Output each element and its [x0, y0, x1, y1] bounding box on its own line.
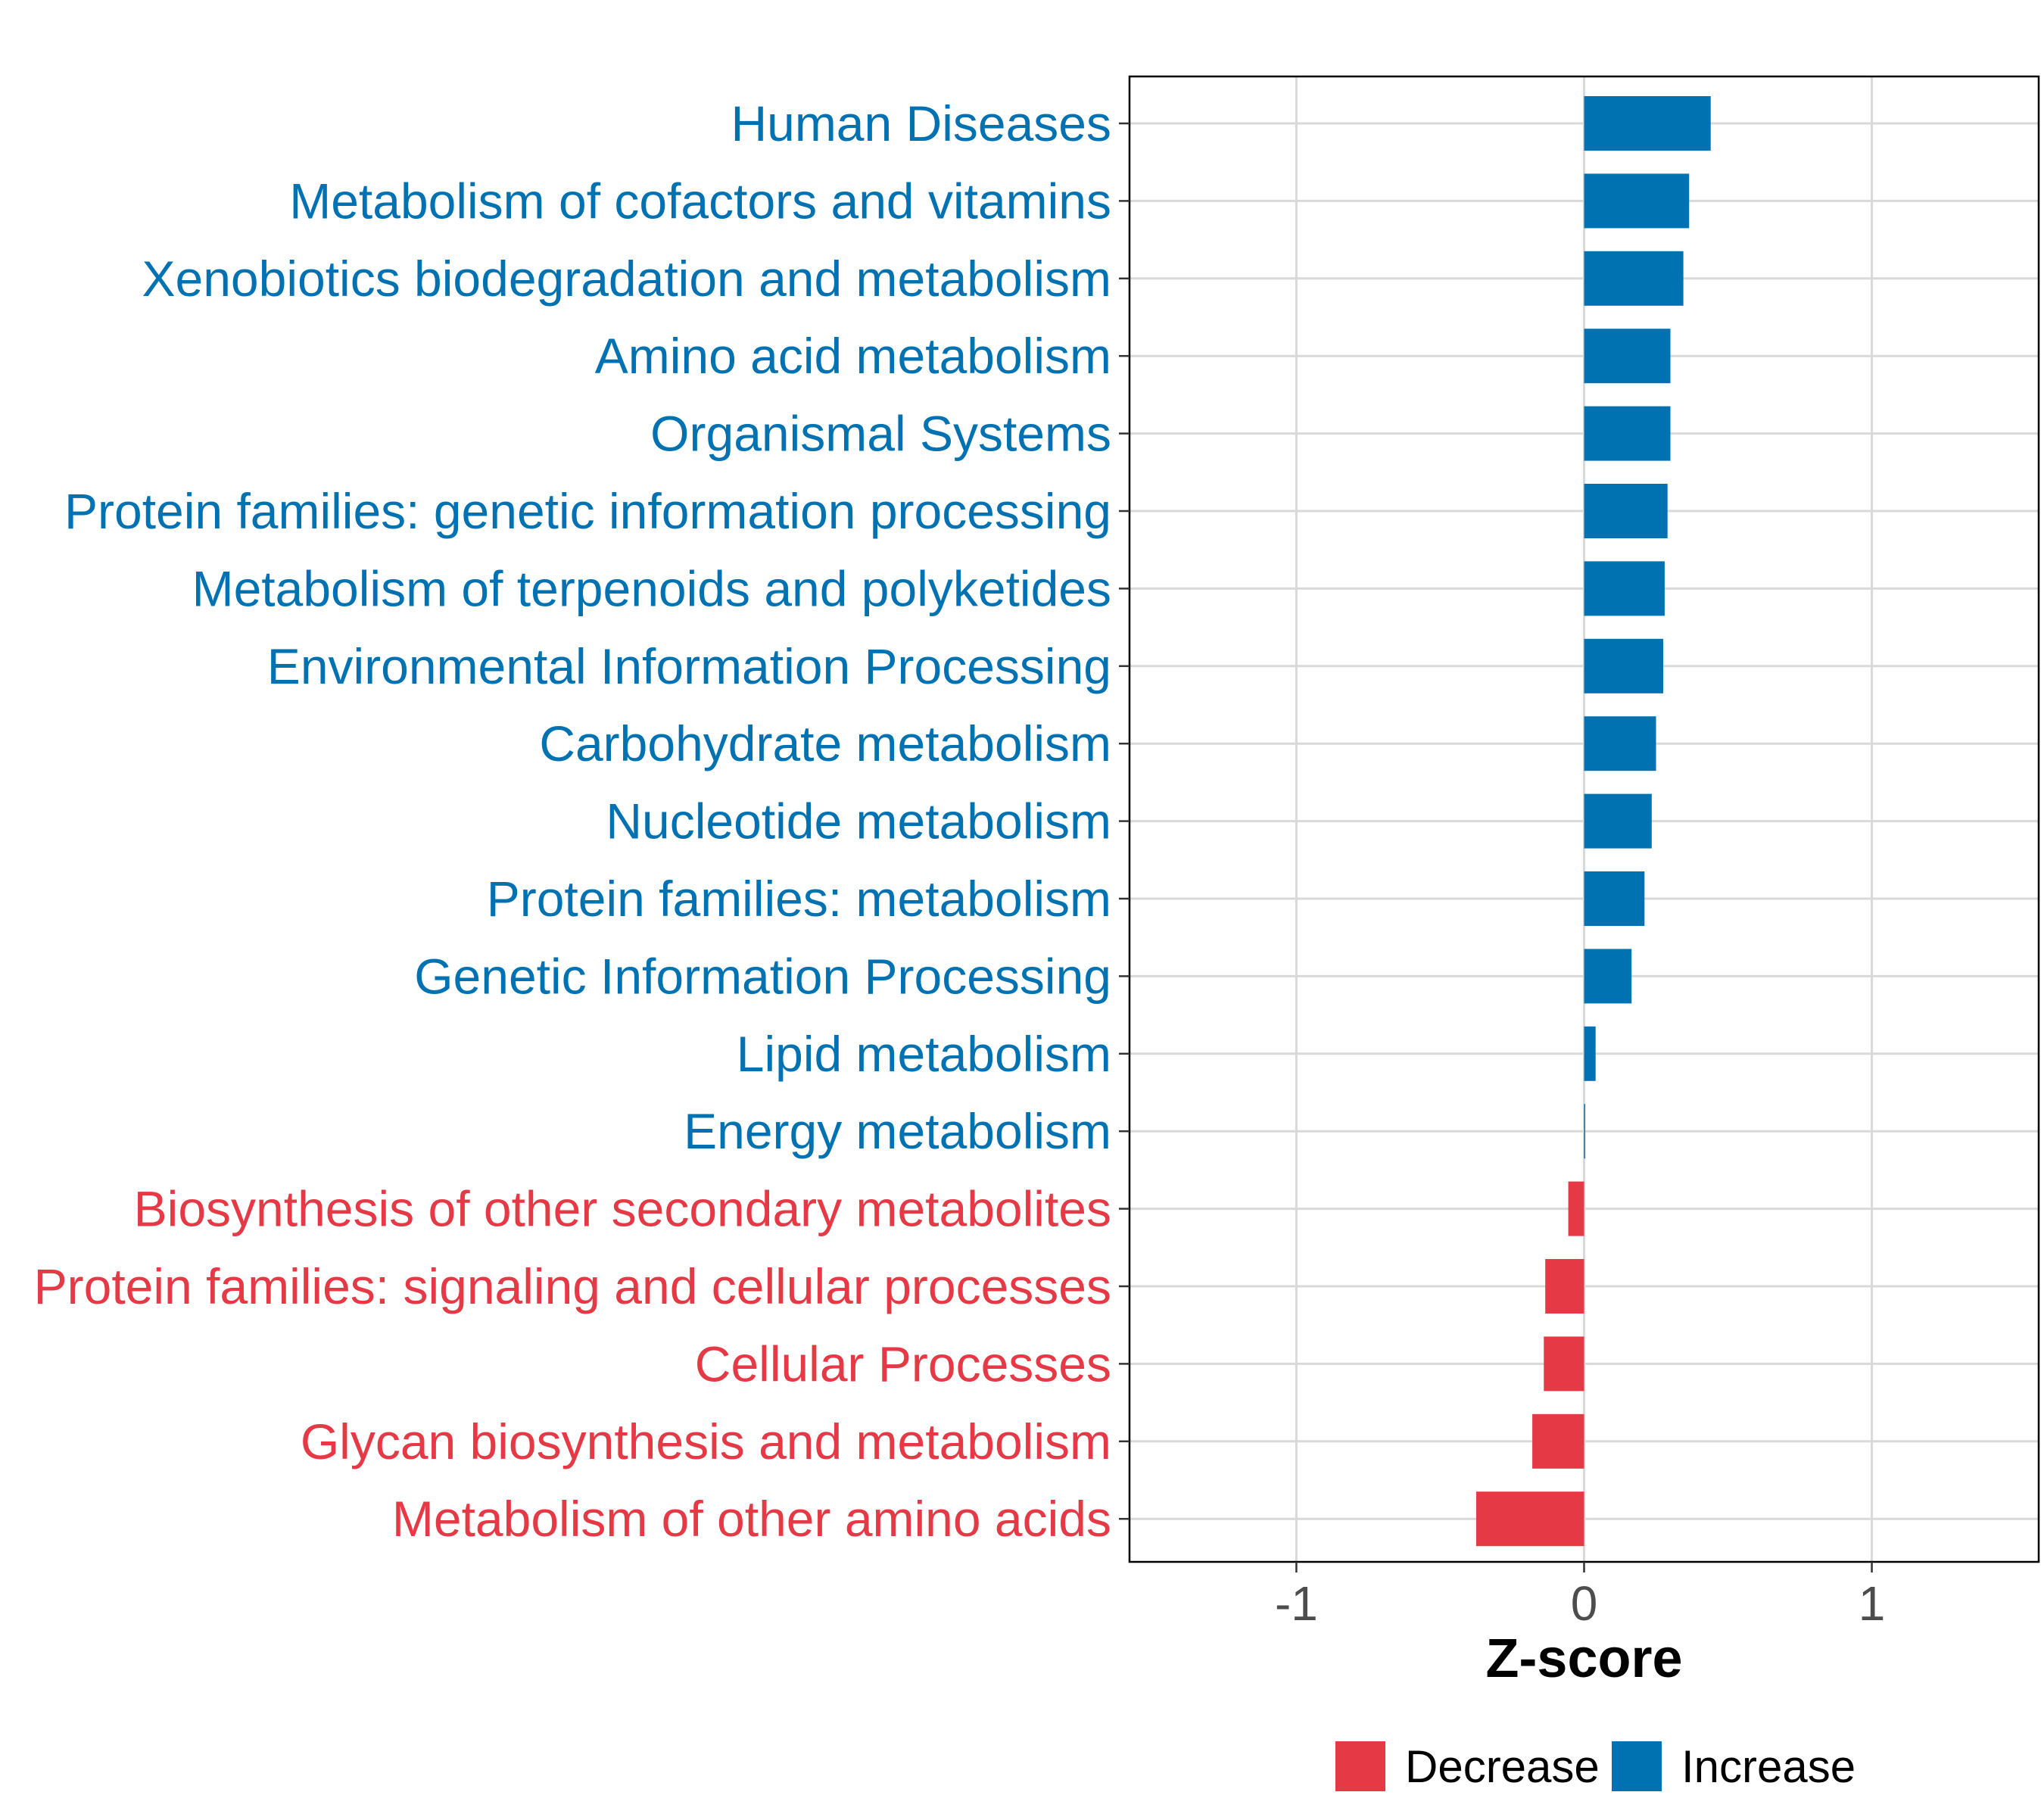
y-tick-label: Glycan biosynthesis and metabolism	[301, 1413, 1111, 1469]
legend-key-increase	[1612, 1741, 1662, 1791]
y-tick-label: Genetic Information Processing	[414, 948, 1111, 1004]
x-tick-label: -1	[1275, 1576, 1318, 1631]
y-tick-label: Biosynthesis of other secondary metaboli…	[134, 1181, 1111, 1237]
bar-5	[1584, 406, 1671, 461]
bar-8	[1584, 638, 1664, 693]
legend-label-increase: Increase	[1681, 1741, 1855, 1792]
y-tick-label: Amino acid metabolism	[595, 328, 1111, 384]
y-tick-label: Carbohydrate metabolism	[539, 715, 1111, 771]
bar-7	[1584, 561, 1665, 616]
bar-13	[1584, 1026, 1596, 1081]
bar-12	[1584, 949, 1632, 1004]
y-tick-label: Organismal Systems	[650, 406, 1111, 462]
y-tick-label: Cellular Processes	[695, 1335, 1111, 1392]
bar-11	[1584, 871, 1645, 926]
bar-10	[1584, 793, 1652, 849]
y-tick-label: Xenobiotics biodegradation and metabolis…	[142, 251, 1112, 307]
y-tick-label: Nucleotide metabolism	[606, 793, 1111, 849]
y-tick-label: Protein families: genetic information pr…	[64, 483, 1111, 539]
bar-16	[1545, 1259, 1584, 1314]
bar-9	[1584, 716, 1656, 771]
bar-2	[1584, 173, 1690, 229]
legend: Decrease Increase	[1335, 1741, 1855, 1792]
y-tick-label: Lipid metabolism	[737, 1026, 1111, 1082]
bar-1	[1584, 96, 1711, 151]
bar-19	[1475, 1491, 1584, 1547]
y-tick-label: Metabolism of cofactors and vitamins	[289, 173, 1111, 229]
legend-key-decrease	[1335, 1741, 1385, 1791]
y-tick-label: Human Diseases	[731, 95, 1111, 151]
bar-18	[1532, 1413, 1584, 1469]
bar-17	[1544, 1336, 1584, 1392]
y-tick-label: Environmental Information Processing	[267, 638, 1111, 694]
y-tick-label: Metabolism of other amino acids	[392, 1491, 1111, 1547]
x-tick-label: 0	[1571, 1576, 1598, 1631]
x-axis-title: Z-score	[1485, 1628, 1682, 1689]
x-tick-label: 1	[1859, 1576, 1886, 1631]
y-tick-label: Protein families: metabolism	[487, 871, 1111, 927]
legend-label-decrease: Decrease	[1405, 1741, 1600, 1792]
y-axis-ticks: Human Diseases Metabolism of cofactors an…	[34, 95, 1129, 1547]
y-tick-label: Energy metabolism	[684, 1103, 1111, 1159]
y-tick-label: Protein families: signaling and cellular…	[34, 1258, 1111, 1314]
bar-15	[1568, 1181, 1584, 1236]
bar-6	[1584, 484, 1668, 538]
bars	[1475, 96, 1711, 1547]
bar-14	[1584, 1104, 1585, 1159]
y-tick-label: Metabolism of terpenoids and polyketides	[192, 560, 1111, 616]
bar-4	[1584, 329, 1671, 384]
x-axis-ticks: -1 0 1	[1275, 1562, 1885, 1631]
bar-3	[1584, 251, 1684, 306]
